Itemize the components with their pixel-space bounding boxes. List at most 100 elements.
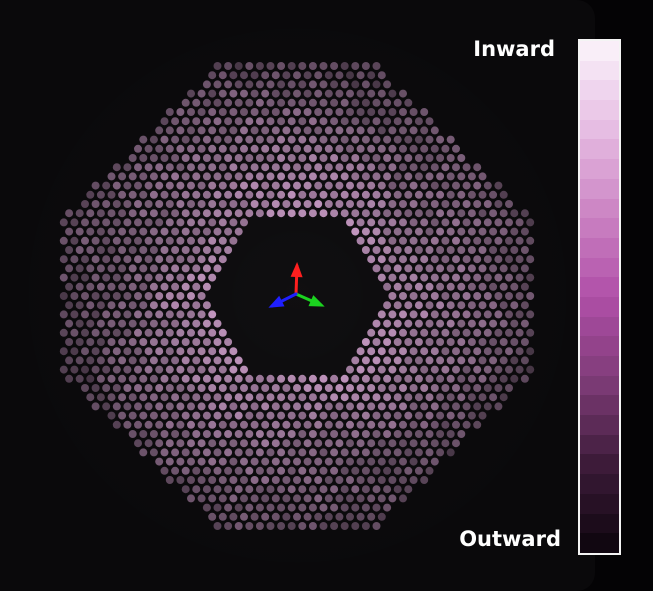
sensor-dot xyxy=(414,430,423,438)
sensor-dot xyxy=(149,135,158,144)
sensor-dot xyxy=(467,301,476,310)
sensor-dot xyxy=(107,264,116,273)
sensor-dot xyxy=(149,411,158,420)
sensor-dot xyxy=(197,200,206,208)
colorbar-band xyxy=(580,100,619,120)
sensor-dot xyxy=(520,227,529,236)
legend-top-label: Inward xyxy=(473,37,555,61)
sensor-dot xyxy=(478,190,487,199)
sensor-dot xyxy=(287,98,296,107)
sensor-dot xyxy=(404,319,413,328)
sensor-dot xyxy=(255,466,264,475)
sensor-dot xyxy=(483,236,492,245)
sensor-dot xyxy=(192,190,201,199)
sensor-dot xyxy=(218,420,227,429)
sensor-dot xyxy=(303,163,312,172)
sensor-dot xyxy=(245,117,254,126)
sensor-dot xyxy=(446,393,455,402)
sensor-dot xyxy=(176,439,185,448)
sensor-dot xyxy=(261,512,270,521)
sensor-dot xyxy=(314,200,323,208)
sensor-dot xyxy=(452,347,460,356)
sensor-dot xyxy=(165,236,174,245)
sensor-dot xyxy=(462,163,471,172)
sensor-dot xyxy=(319,172,328,181)
sensor-dot xyxy=(367,255,376,264)
sensor-dot xyxy=(139,430,148,438)
sensor-dot xyxy=(229,494,238,503)
sensor-dot xyxy=(70,347,79,356)
sensor-dot xyxy=(65,319,74,328)
sensor-dot xyxy=(229,365,238,374)
sensor-dot xyxy=(473,181,482,190)
sensor-dot xyxy=(197,457,206,466)
sensor-dot xyxy=(414,154,423,162)
sensor-dot xyxy=(213,172,222,181)
sensor-dot xyxy=(75,227,84,236)
sensor-dot xyxy=(473,236,482,245)
sensor-dot xyxy=(473,384,482,392)
sensor-dot xyxy=(86,209,95,218)
sensor-dot xyxy=(112,200,121,208)
sensor-dot xyxy=(245,430,254,438)
sensor-dot xyxy=(335,494,344,503)
sensor-dot xyxy=(383,301,392,310)
sensor-dot xyxy=(319,430,328,438)
sensor-dot xyxy=(277,190,286,199)
sensor-dot xyxy=(361,411,370,420)
sensor-dot xyxy=(515,255,524,264)
sensor-dot xyxy=(240,89,248,98)
sensor-dot xyxy=(388,365,397,374)
sensor-dot xyxy=(356,71,365,80)
sensor-dot xyxy=(409,126,418,135)
sensor-dot xyxy=(425,301,434,310)
sensor-dot xyxy=(457,301,466,310)
sensor-dot xyxy=(86,319,95,328)
sensor-dot xyxy=(330,80,339,89)
sensor-dot xyxy=(134,310,142,319)
sensor-dot xyxy=(123,328,132,337)
sensor-dot xyxy=(420,439,429,448)
sensor-dot xyxy=(123,236,132,245)
sensor-dot xyxy=(144,144,153,153)
sensor-dot xyxy=(393,466,402,475)
sensor-dot xyxy=(271,420,280,429)
sensor-dot xyxy=(340,374,349,383)
sensor-dot xyxy=(319,117,328,126)
sensor-dot xyxy=(515,365,524,374)
sensor-dot xyxy=(107,393,116,402)
sensor-dot xyxy=(335,108,344,116)
sensor-dot xyxy=(324,384,333,392)
sensor-dot xyxy=(86,374,95,383)
sensor-dot xyxy=(393,448,402,457)
sensor-dot xyxy=(298,80,307,89)
sensor-dot xyxy=(409,181,418,190)
3d-viewport[interactable] xyxy=(0,0,595,591)
sensor-dot xyxy=(107,246,116,254)
sensor-dot xyxy=(409,310,418,319)
sensor-dot xyxy=(330,190,339,199)
sensor-dot xyxy=(102,384,111,392)
sensor-dot xyxy=(261,108,270,116)
sensor-dot xyxy=(176,476,185,484)
sensor-dot xyxy=(335,200,344,208)
sensor-dot xyxy=(155,292,164,300)
sensor-dot xyxy=(171,301,180,310)
sensor-dot xyxy=(293,126,301,135)
sensor-dot xyxy=(213,485,222,494)
sensor-dot xyxy=(271,108,280,116)
sensor-dot xyxy=(144,292,153,300)
sensor-dot xyxy=(181,190,190,199)
sensor-dot xyxy=(240,494,248,503)
sensor-dot xyxy=(314,384,323,392)
sensor-dot xyxy=(240,218,248,227)
sensor-dot xyxy=(436,301,445,310)
sensor-dot xyxy=(218,163,227,172)
sensor-dot xyxy=(123,384,132,392)
sensor-dot xyxy=(224,135,233,144)
sensor-dot xyxy=(96,190,105,199)
sensor-dot xyxy=(250,512,259,521)
sensor-dot xyxy=(171,246,180,254)
sensor-dot xyxy=(308,135,317,144)
sensor-dot xyxy=(414,117,423,126)
